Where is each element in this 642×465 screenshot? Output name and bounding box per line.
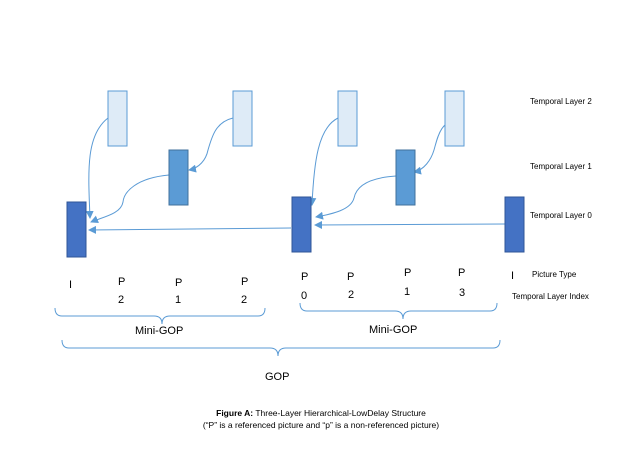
arrow-i-to-p0 [314, 220, 506, 229]
picture-p2-frame-b [232, 90, 253, 147]
arrow-p2a-to-i [85, 117, 109, 219]
figure-caption-text: Three-Layer Hierarchical-LowDelay Struct… [253, 408, 426, 418]
temporal-layer-index: 2 [348, 289, 354, 301]
picture-i-frame [66, 201, 87, 258]
temporal-layer-index: 1 [175, 294, 181, 306]
picture-p1-frame-a [168, 149, 189, 206]
arrow-p2c-to-p0 [308, 117, 339, 206]
arrow-p1a-to-i [90, 174, 170, 224]
picture-p3-frame [444, 90, 465, 147]
gop-brace [61, 339, 501, 357]
picture-type: I [511, 270, 514, 282]
picture-type-label: Picture Type [532, 270, 577, 279]
arrow-p1b-to-p0 [315, 175, 397, 220]
picture-type: P [241, 276, 248, 288]
minigop-2-label: Mini-GOP [369, 324, 417, 336]
temporal-layer-index: 2 [118, 294, 124, 306]
picture-type: I [69, 279, 72, 291]
figure-caption-title: Figure A: Three-Layer Hierarchical-LowDe… [216, 408, 426, 418]
minigop-2-brace [299, 302, 498, 320]
picture-p2-frame-a [107, 90, 128, 147]
temporal-layer-index-label: Temporal Layer Index [512, 292, 589, 301]
temporal-layer-1-label: Temporal Layer 1 [530, 162, 592, 171]
picture-type: P [118, 276, 125, 288]
gop-label: GOP [265, 371, 289, 383]
picture-type: P [404, 267, 411, 279]
temporal-layer-index: 3 [459, 287, 465, 299]
picture-p2-frame-c [337, 90, 358, 147]
picture-p1-frame-b [395, 149, 416, 206]
figure-caption-note: (“P” is a referenced picture and “p” is … [203, 420, 439, 430]
minigop-1-brace [54, 307, 266, 325]
temporal-layer-index: 2 [241, 294, 247, 306]
picture-type: P [347, 271, 354, 283]
picture-i-frame-end [504, 196, 525, 253]
arrow-p0-to-i [88, 225, 292, 234]
picture-type: P [175, 277, 182, 289]
minigop-1-label: Mini-GOP [135, 325, 183, 337]
temporal-layer-index: 1 [404, 286, 410, 298]
figure-caption-bold: Figure A: [216, 408, 253, 418]
reference-arrows [85, 117, 506, 234]
temporal-layer-index: 0 [301, 290, 307, 302]
picture-type: P [458, 267, 465, 279]
picture-type: P [301, 271, 308, 283]
arrow-p2b-to-p1a [188, 117, 234, 173]
picture-p0-frame [291, 196, 312, 253]
temporal-layer-2-label: Temporal Layer 2 [530, 97, 592, 106]
temporal-layer-0-label: Temporal Layer 0 [530, 211, 592, 220]
